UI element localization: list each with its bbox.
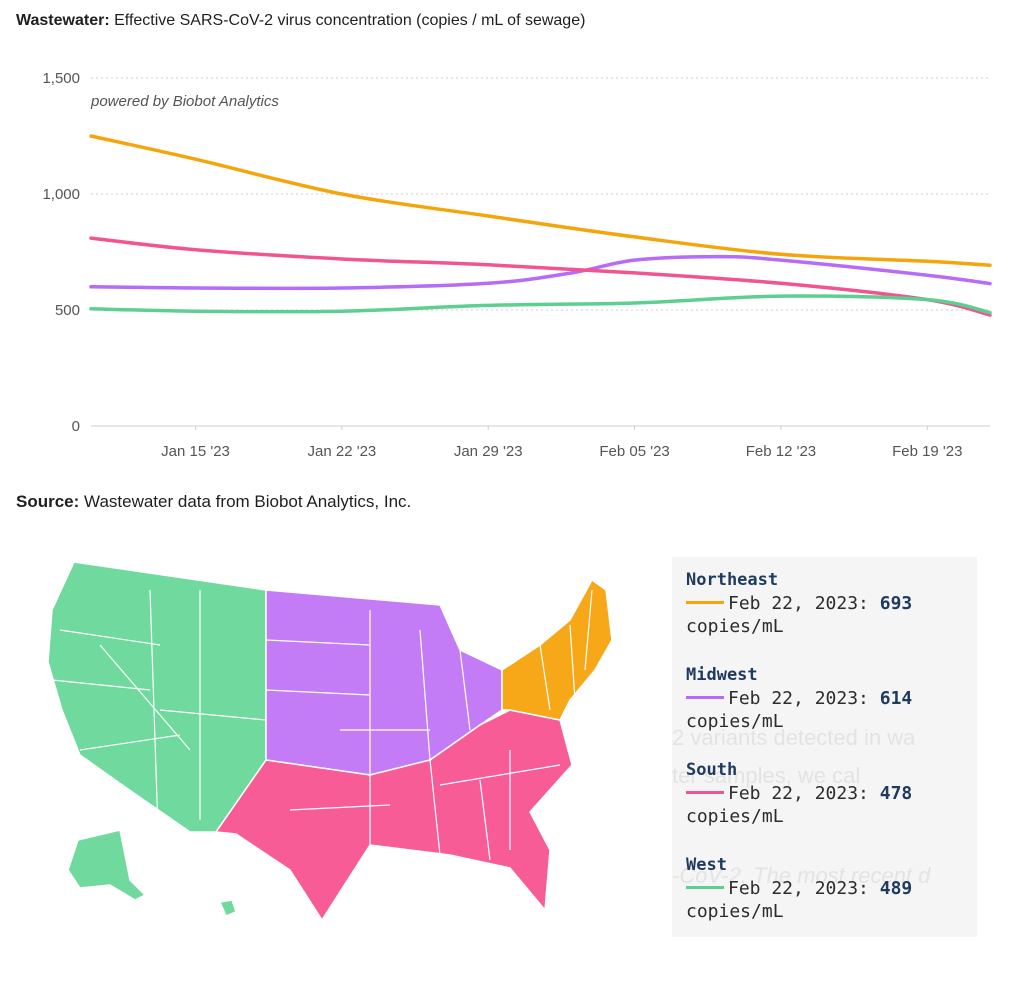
legend-item-west: West Feb 22, 2023: 489 copies/mL [686, 854, 912, 923]
legend-date: Feb 22, 2023: [728, 878, 869, 899]
chart-title-bold: Wastewater: [16, 12, 110, 29]
y-tick-label: 1,500 [42, 70, 80, 87]
series-lines [89, 134, 992, 317]
y-tick-label: 1,000 [42, 186, 80, 203]
legend-unit: copies/mL [686, 711, 784, 732]
legend-value: 614 [879, 688, 913, 709]
map-region-south[interactable] [214, 709, 573, 920]
legend-unit: copies/mL [686, 616, 784, 637]
legend-region: South [686, 760, 738, 780]
chart-title-text: Effective SARS-CoV-2 virus concentration… [114, 12, 586, 29]
legend-date: Feb 22, 2023: [728, 783, 869, 804]
background-fragment: 2 variants detected in wa [672, 725, 916, 750]
legend-swatch [686, 695, 724, 699]
series-line-west [89, 294, 992, 315]
legend-region: West [686, 855, 727, 875]
x-tick-label: Feb 19 '23 [892, 443, 962, 460]
source-bold: Source: [16, 492, 80, 511]
x-tick-label: Feb 12 '23 [746, 443, 816, 460]
y-axis: 0 500 1,000 1,500 [42, 70, 80, 435]
legend-swatch [686, 790, 724, 794]
legend-value: 489 [879, 878, 913, 899]
legend-date: Feb 22, 2023: [728, 593, 869, 614]
legend-region: Midwest [686, 665, 758, 685]
background-fragment: ter samples, we cal [672, 763, 861, 788]
x-tick-label: Jan 22 '23 [308, 443, 377, 460]
source-note: Source: Wastewater data from Biobot Anal… [16, 492, 411, 512]
x-axis: Jan 15 '23 Jan 22 '23 Jan 29 '23 Feb 05 '23… [161, 426, 962, 460]
legend-item-south: South Feb 22, 2023: 478 copies/mL [686, 759, 912, 828]
legend-value: 693 [879, 593, 913, 614]
legend-date: Feb 22, 2023: [728, 688, 869, 709]
x-tick-label: Jan 15 '23 [161, 443, 230, 460]
x-tick-label: Jan 29 '23 [454, 443, 523, 460]
credit-label: powered by Biobot Analytics [90, 93, 279, 110]
series-line-midwest [89, 254, 992, 291]
background-fragment: -CoV-2. The most recent d [672, 863, 931, 888]
legend-panel: 2 variants detected in wa ter samples, w… [672, 557, 977, 937]
legend-region: Northeast [686, 570, 779, 590]
legend-swatch [686, 600, 724, 604]
legend-item-midwest: Midwest Feb 22, 2023: 614 copies/mL [686, 664, 912, 733]
legend-unit: copies/mL [686, 901, 784, 922]
us-region-map [47, 561, 613, 920]
line-chart: 0 500 1,000 1,500 Jan 15 '23 Jan 22 '23 Jan 2… [42, 70, 992, 460]
series-line-northeast [89, 134, 992, 267]
map-region-west-hawaii[interactable] [218, 899, 237, 917]
y-tick-label: 500 [55, 302, 80, 319]
x-tick-label: Feb 05 '23 [599, 443, 669, 460]
y-tick-label: 0 [72, 418, 80, 435]
map-region-west-alaska[interactable] [67, 829, 147, 901]
legend-unit: copies/mL [686, 806, 784, 827]
map-state-lines [51, 589, 593, 861]
chart-title: Wastewater: Effective SARS-CoV-2 virus c… [16, 12, 585, 30]
source-text: Wastewater data from Biobot Analytics, I… [84, 492, 412, 511]
legend-item-northeast: Northeast Feb 22, 2023: 693 copies/mL [686, 569, 912, 638]
series-line-south [89, 236, 992, 317]
legend-swatch [686, 885, 724, 889]
grid-lines [91, 77, 990, 427]
map-region-northeast[interactable] [501, 578, 613, 721]
legend-value: 478 [879, 783, 913, 804]
